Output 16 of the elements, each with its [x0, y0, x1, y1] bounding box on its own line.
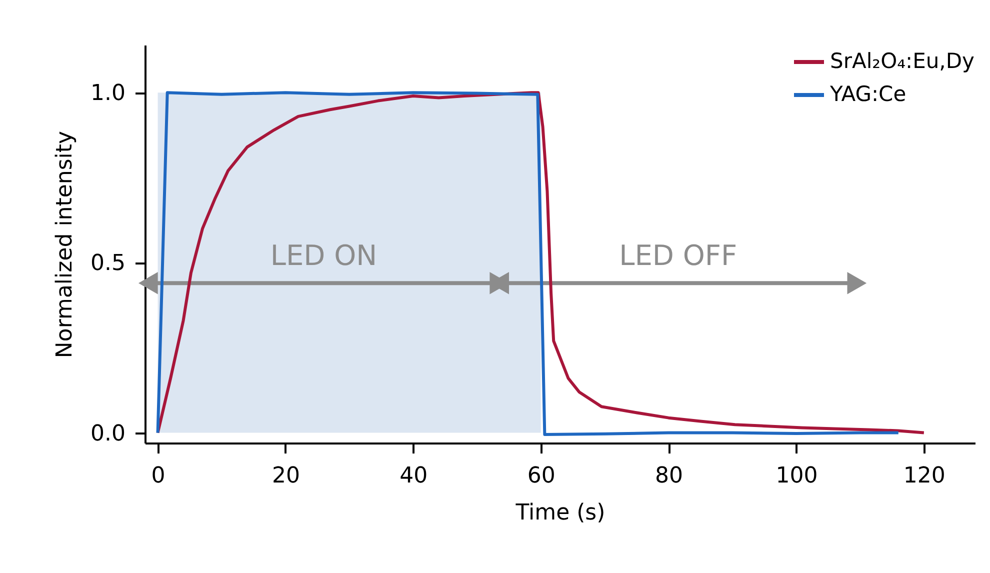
x-tick-label: 80 — [655, 464, 684, 488]
x-axis-title: Time (s) — [514, 500, 606, 526]
x-tick-label: 60 — [527, 464, 556, 488]
x-tick-label: 100 — [776, 464, 818, 488]
annotation: LED ON — [270, 239, 378, 272]
legend-label: SrAl₂O₄:Eu,Dy — [830, 49, 974, 73]
legend-label: YAG:Ce — [829, 82, 906, 106]
x-tick-label: 120 — [903, 464, 946, 488]
x-tick-label: 40 — [400, 464, 428, 488]
y-tick-label: 0.0 — [90, 421, 126, 446]
y-tick-label: 0.5 — [90, 251, 126, 276]
y-axis-title: Normalized intensity — [52, 130, 78, 358]
annotation: LED OFF — [619, 239, 738, 272]
x-tick-label: 20 — [272, 464, 300, 488]
y-tick-label: 1.0 — [90, 81, 126, 106]
x-tick-label: 0 — [151, 464, 166, 488]
